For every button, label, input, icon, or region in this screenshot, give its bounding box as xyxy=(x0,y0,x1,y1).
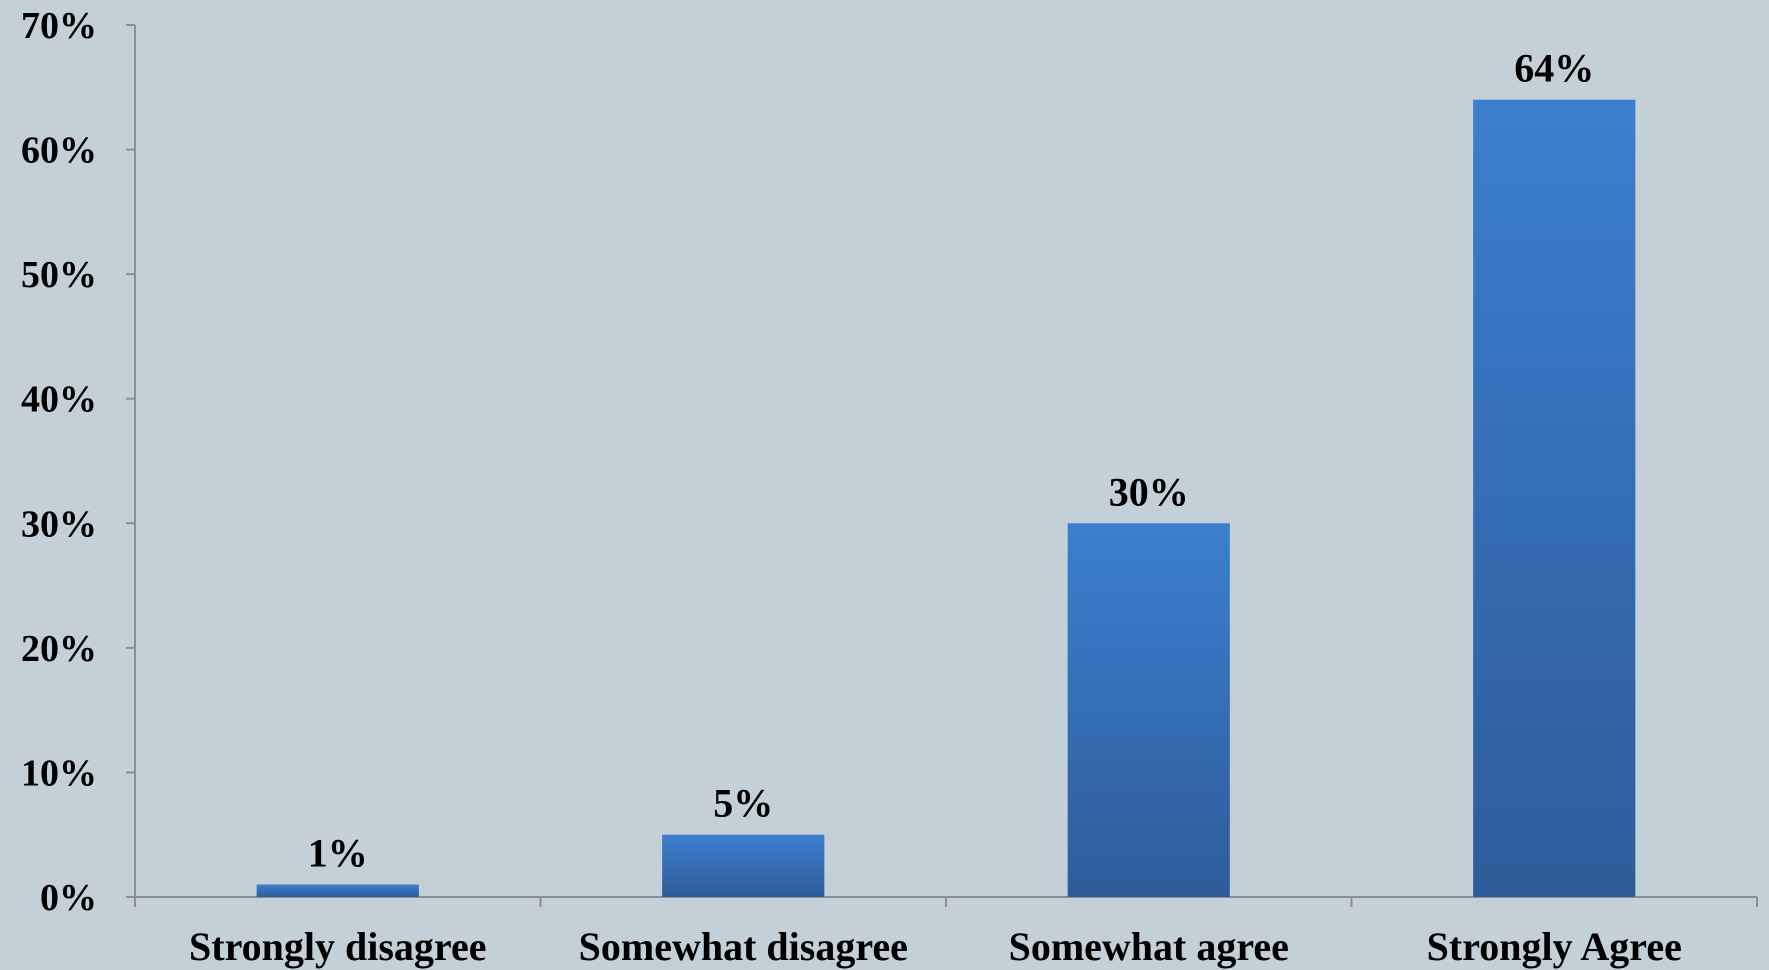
bar xyxy=(256,884,419,897)
y-tick-label: 40% xyxy=(21,379,97,421)
y-tick-label: 60% xyxy=(21,130,97,172)
data-label: 1% xyxy=(308,831,368,876)
y-tick-label: 50% xyxy=(21,254,97,296)
y-axis: 0% 10% 20% 30% 40% 50% 60% 70% xyxy=(21,5,136,919)
x-axis: Strongly disagree Somewhat disagree Somewh… xyxy=(134,896,1758,969)
bar xyxy=(662,834,825,897)
bar xyxy=(1067,523,1230,897)
y-tick-label: 70% xyxy=(21,5,97,47)
data-label: 30% xyxy=(1109,469,1189,514)
y-tick-label: 20% xyxy=(21,628,97,670)
bar xyxy=(1473,99,1636,897)
x-category-label: Strongly disagree xyxy=(189,924,486,969)
x-category-label: Somewhat disagree xyxy=(579,924,908,969)
data-labels: 1% 5% 30% 64% xyxy=(308,46,1595,876)
x-category-label: Somewhat agree xyxy=(1009,924,1289,969)
y-tick-label: 0% xyxy=(40,877,97,919)
data-label: 5% xyxy=(713,781,773,826)
x-category-label: Strongly Agree xyxy=(1427,924,1682,969)
data-label: 64% xyxy=(1514,46,1594,91)
y-tick-label: 30% xyxy=(21,503,97,545)
y-tick-label: 10% xyxy=(21,752,97,794)
bars xyxy=(256,99,1636,897)
